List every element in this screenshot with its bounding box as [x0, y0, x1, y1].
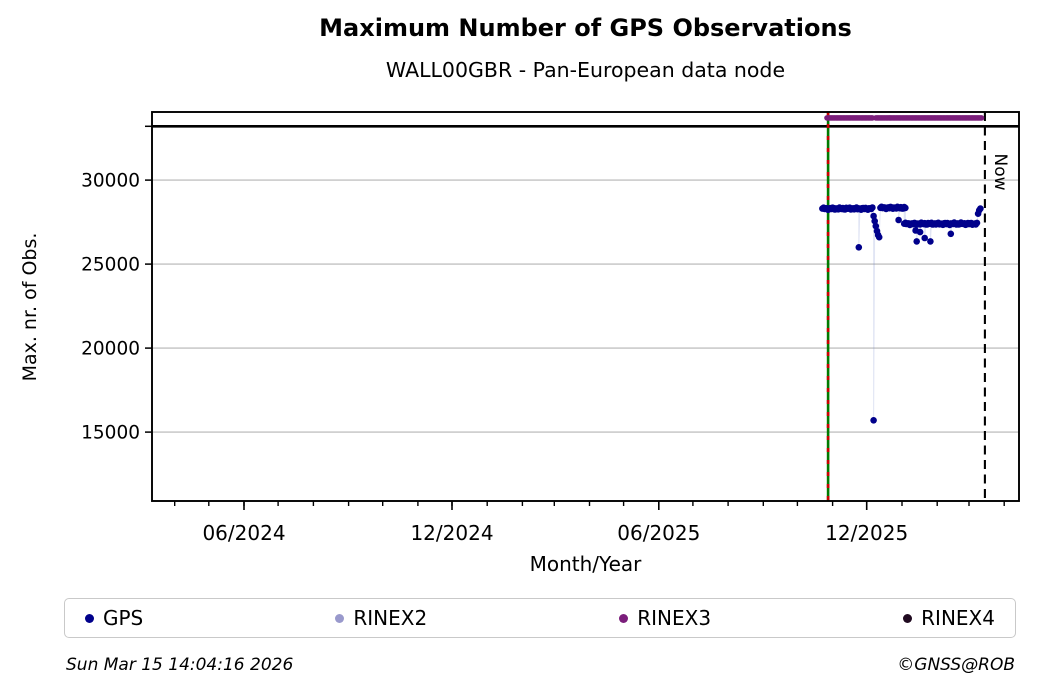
timestamp: Sun Mar 15 14:04:16 2026	[66, 655, 294, 675]
legend-item-rinex4: RINEX4	[903, 606, 995, 630]
svg-text:20000: 20000	[81, 339, 140, 360]
svg-text:25000: 25000	[81, 255, 140, 276]
chart-subtitle: WALL00GBR - Pan-European data node	[385, 58, 786, 82]
legend-label-rinex2: RINEX2	[353, 606, 428, 630]
svg-text:12/2024: 12/2024	[410, 521, 493, 545]
legend-item-gps: GPS	[85, 606, 143, 630]
legend-label-rinex3: RINEX3	[637, 606, 712, 630]
svg-text:12/2025: 12/2025	[825, 521, 908, 545]
legend-label-rinex4: RINEX4	[921, 606, 995, 630]
now-annotation: Now	[990, 153, 1010, 191]
chart-title: Maximum Number of GPS Observations	[319, 14, 852, 42]
svg-text:06/2025: 06/2025	[617, 521, 700, 545]
rinex4-marker-icon	[903, 613, 913, 623]
svg-text:30000: 30000	[81, 171, 140, 192]
svg-text:06/2024: 06/2024	[202, 521, 285, 545]
legend: GPS RINEX2 RINEX3 RINEX4	[64, 598, 1016, 638]
legend-label-gps: GPS	[103, 606, 144, 630]
svg-text:15000: 15000	[81, 423, 140, 444]
copyright: ©GNSS@ROB	[897, 655, 1015, 675]
legend-item-rinex3: RINEX3	[619, 606, 711, 630]
rinex3-marker-icon	[619, 613, 629, 623]
y-axis-label: Max. nr. of Obs.	[19, 232, 41, 382]
x-axis-label: Month/Year	[529, 552, 642, 576]
legend-item-rinex2: RINEX2	[335, 606, 427, 630]
gps-marker-icon	[85, 613, 94, 623]
plot-area: 15000 20000 25000 30000 06/2024 12/2024 06/202…	[81, 111, 1020, 545]
rinex2-marker-icon	[335, 613, 345, 623]
